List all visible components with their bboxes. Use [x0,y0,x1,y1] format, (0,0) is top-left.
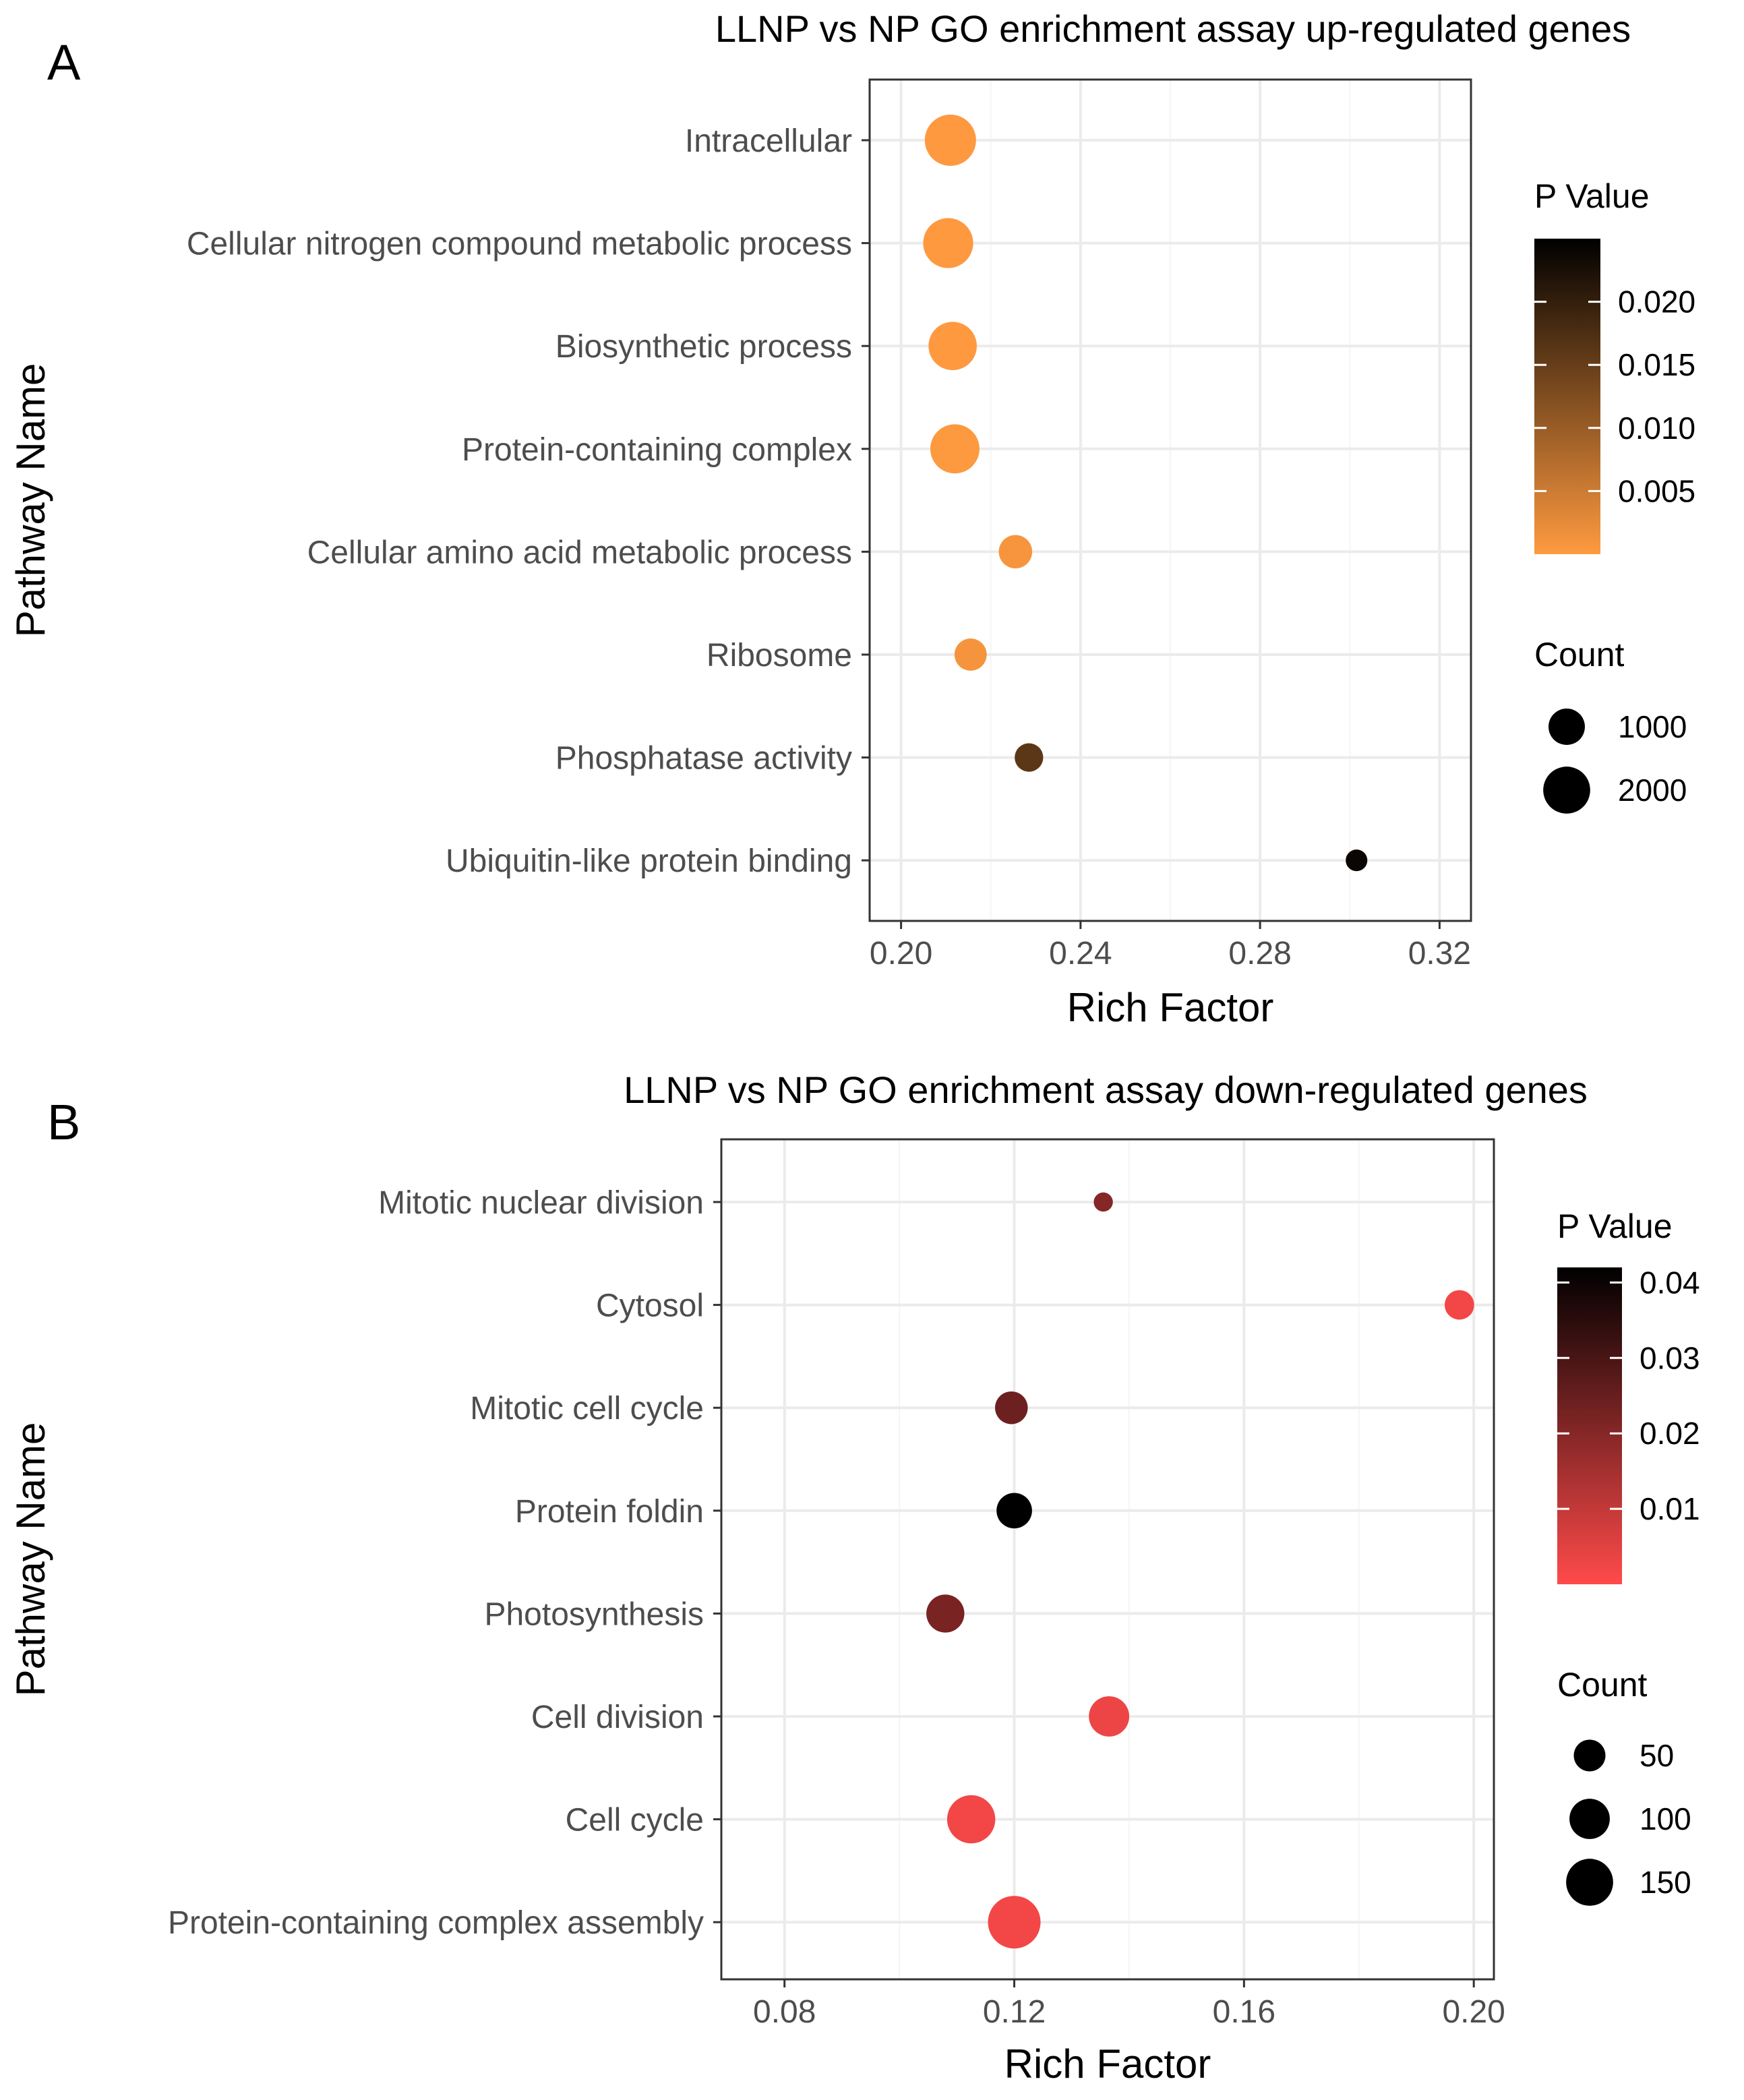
x-tick-label: 0.12 [983,1994,1046,2030]
y-tick-label: Cytosol [596,1288,704,1324]
data-point [923,218,973,268]
size-legend-title: Count [1557,1666,1648,1704]
size-legend-dot [1566,1859,1613,1906]
size-legend-dot [1569,1799,1610,1839]
size-legend-label: 100 [1640,1801,1691,1836]
plot-border [868,78,1472,922]
data-point [988,1896,1041,1949]
x-tick-label: 0.20 [870,936,932,971]
data-point [928,322,977,371]
chart-panel-a: A LLNP vs NP GO enrichment assay up-regul… [8,7,1695,1030]
y-tick-label: Ubiquitin-like protein binding [446,843,852,879]
size-legend-dot [1548,709,1585,745]
color-bar [1534,239,1600,554]
y-axis-label: Pathway Name [8,363,53,638]
y-tick-label: Cellular nitrogen compound metabolic pro… [187,227,852,262]
y-tick-label: Cell division [531,1700,704,1735]
y-tick-label: Intracellular [685,123,852,159]
x-tick-label: 0.32 [1408,936,1471,971]
size-legend-dot [1573,1739,1606,1772]
color-legend-title: P Value [1534,177,1650,215]
data-point [924,115,976,166]
color-bar [1557,1267,1622,1584]
y-axis-label: Pathway Name [8,1422,53,1697]
color-legend-label: 0.010 [1618,411,1695,446]
data-point [946,1795,996,1844]
y-tick-label: Biosynthetic process [555,329,852,365]
data-point [954,638,987,671]
data-point [1089,1696,1130,1737]
plot-border [720,1138,1495,1981]
color-legend-title: P Value [1557,1207,1673,1245]
size-legend-title: Count [1534,636,1625,673]
color-legend-label: 0.02 [1640,1416,1700,1451]
chart-panel-b: B LLNP vs NP GO enrichment assay down-reg… [8,1069,1700,2087]
x-tick-label: 0.16 [1213,1994,1275,2030]
y-tick-label: Protein foldin [515,1494,704,1530]
y-tick-label: Cell cycle [566,1803,704,1838]
color-legend-label: 0.04 [1640,1265,1700,1300]
size-legend-label: 2000 [1618,773,1687,808]
size-legend-dot [1543,767,1590,814]
y-tick-label: Cellular amino acid metabolic process [307,535,852,570]
panel-label: B [47,1094,80,1150]
data-point [996,1493,1032,1529]
y-tick-label: Protein-containing complex [462,432,852,468]
panel-label: A [47,34,81,90]
x-tick-label: 0.08 [753,1994,816,2030]
data-point [1445,1290,1474,1320]
y-tick-label: Phosphatase activity [555,741,852,777]
x-tick-label: 0.28 [1228,936,1291,971]
color-legend-label: 0.015 [1618,347,1695,382]
color-legend-label: 0.005 [1618,473,1695,508]
size-legend-label: 1000 [1618,709,1687,744]
data-point [930,424,980,474]
data-point [1093,1192,1113,1212]
data-point [998,535,1033,569]
x-tick-label: 0.20 [1442,1994,1505,2030]
color-legend-label: 0.01 [1640,1491,1700,1526]
y-tick-label: Mitotic cell cycle [470,1391,704,1427]
y-tick-label: Protein-containing complex assembly [168,1905,704,1941]
data-point [995,1391,1028,1424]
x-tick-label: 0.24 [1049,936,1112,971]
data-point [926,1594,965,1633]
x-axis-label: Rich Factor [1067,985,1274,1030]
chart-title: LLNP vs NP GO enrichment assay down-regu… [624,1069,1588,1111]
color-legend-label: 0.03 [1640,1340,1700,1375]
data-point [1346,849,1368,872]
color-legend-label: 0.020 [1618,284,1695,320]
y-tick-label: Ribosome [706,638,852,673]
size-legend-label: 50 [1640,1738,1674,1773]
chart-title: LLNP vs NP GO enrichment assay up-regula… [715,7,1631,50]
size-legend-label: 150 [1640,1865,1691,1900]
y-tick-label: Photosynthesis [484,1596,704,1632]
data-point [1015,743,1044,772]
y-tick-label: Mitotic nuclear division [378,1185,704,1221]
x-axis-label: Rich Factor [1004,2041,1211,2087]
